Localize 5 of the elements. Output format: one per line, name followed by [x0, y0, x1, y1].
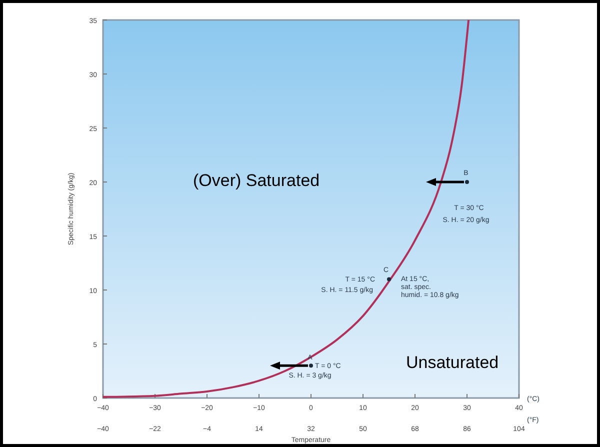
point	[387, 277, 391, 282]
annotation: Unsaturated	[406, 353, 499, 372]
annotation: (Over) Saturated	[193, 171, 320, 190]
point	[465, 180, 469, 184]
point	[309, 364, 313, 368]
